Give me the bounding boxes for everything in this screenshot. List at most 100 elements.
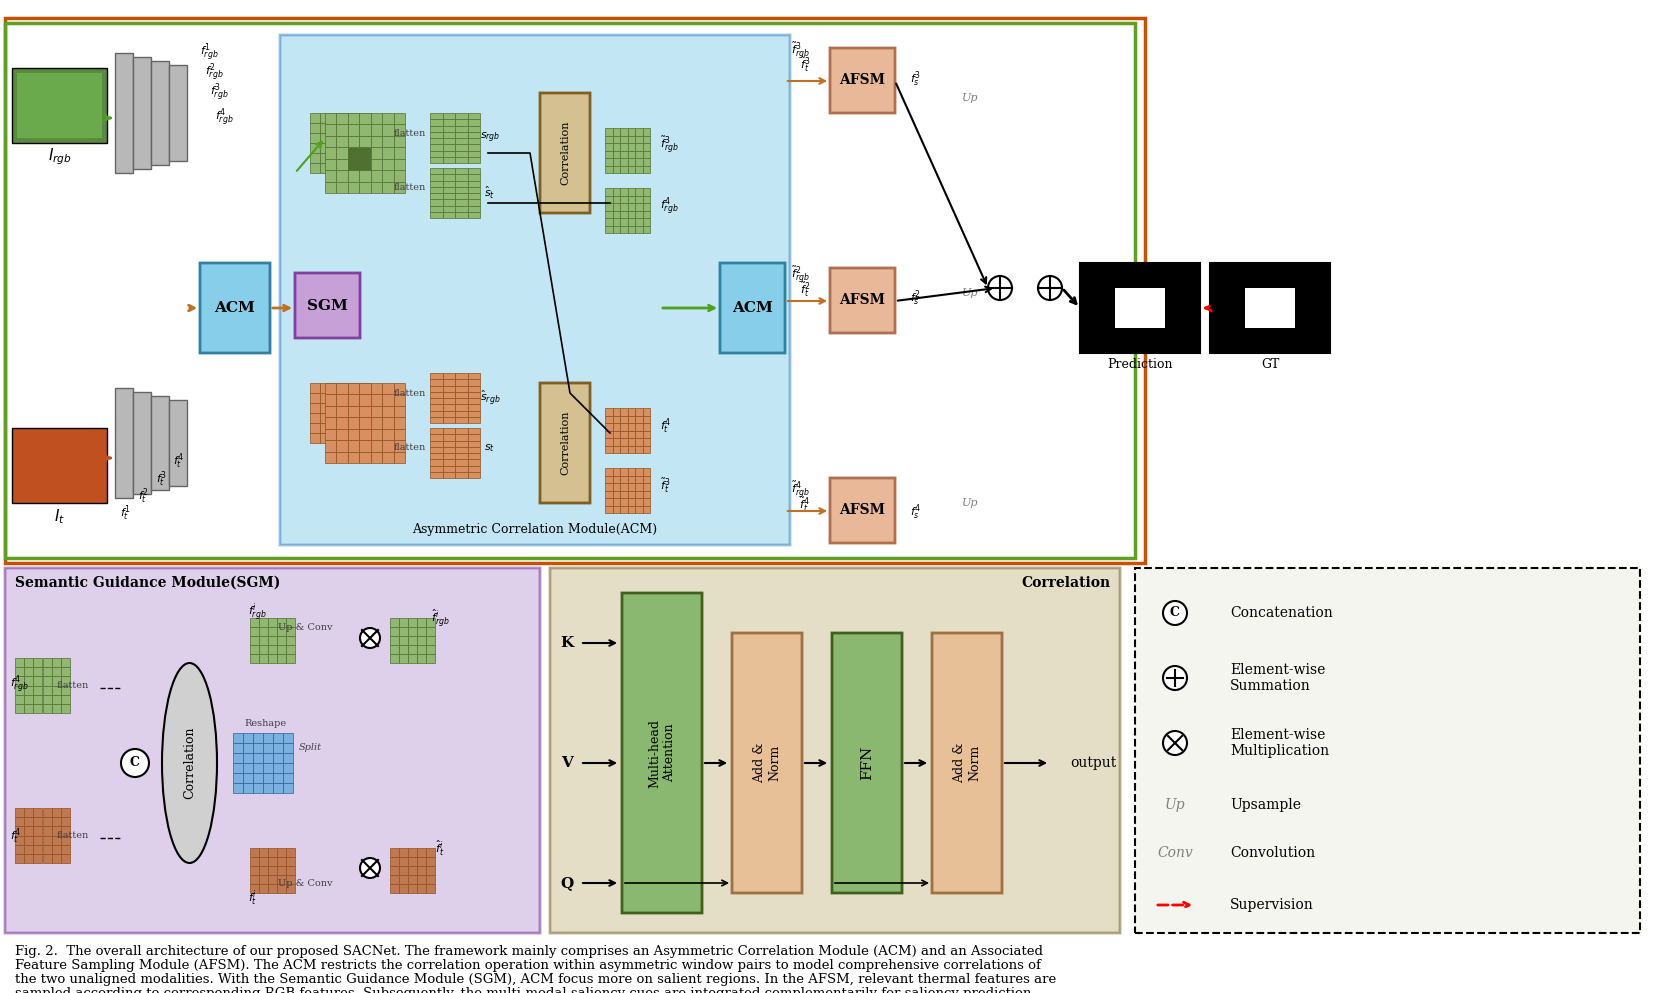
Bar — [263, 753, 273, 763]
Bar — [359, 136, 371, 147]
Bar — [455, 447, 467, 453]
Bar — [636, 196, 642, 203]
Bar — [359, 440, 371, 452]
Bar — [606, 483, 612, 491]
Bar — [283, 733, 293, 743]
Bar — [339, 143, 349, 153]
Bar — [268, 618, 276, 627]
Bar — [233, 763, 243, 773]
Bar — [43, 835, 51, 845]
Bar — [253, 743, 263, 753]
Bar — [324, 383, 336, 394]
Bar — [15, 835, 25, 845]
Bar — [621, 143, 627, 151]
Bar — [382, 440, 394, 452]
Bar — [361, 393, 371, 403]
Bar — [621, 423, 627, 431]
Bar — [382, 136, 394, 147]
Bar — [642, 431, 650, 438]
Bar — [1210, 263, 1331, 353]
Bar — [430, 206, 442, 212]
Bar — [627, 415, 636, 423]
Bar — [348, 124, 359, 136]
Bar — [394, 136, 405, 147]
FancyBboxPatch shape — [732, 633, 803, 893]
Bar — [642, 151, 650, 158]
Bar — [382, 182, 394, 193]
Bar — [606, 446, 612, 453]
Bar — [25, 704, 33, 713]
Bar — [621, 225, 627, 233]
Bar — [51, 845, 61, 854]
Bar — [642, 408, 650, 415]
Bar — [359, 383, 371, 394]
Bar — [467, 144, 480, 151]
Bar — [642, 438, 650, 446]
Bar — [250, 884, 258, 893]
Bar — [642, 203, 650, 211]
Bar — [430, 181, 442, 187]
Bar — [627, 196, 636, 203]
Text: Summation: Summation — [1230, 679, 1311, 693]
Bar — [621, 415, 627, 423]
Bar — [319, 123, 329, 133]
Bar — [25, 835, 33, 845]
Bar — [319, 153, 329, 163]
Text: flatten: flatten — [56, 831, 89, 840]
Bar — [361, 383, 371, 393]
FancyBboxPatch shape — [540, 383, 589, 503]
Text: $I_t$: $I_t$ — [55, 507, 65, 526]
Bar — [309, 413, 319, 423]
Bar — [371, 147, 382, 159]
Bar — [324, 406, 336, 417]
Bar — [636, 468, 642, 476]
Bar — [430, 428, 442, 434]
Bar — [339, 123, 349, 133]
Bar — [276, 636, 286, 645]
Circle shape — [1163, 731, 1187, 755]
Text: Prediction: Prediction — [1107, 358, 1173, 371]
Text: the two unaligned modalities. With the Semantic Guidance Module (SGM), ACM focus: the two unaligned modalities. With the S… — [15, 973, 1056, 986]
Bar — [425, 866, 435, 875]
Text: $f^4_{rgb}$: $f^4_{rgb}$ — [660, 196, 679, 218]
Bar — [371, 452, 382, 463]
Bar — [425, 627, 435, 636]
Bar — [627, 491, 636, 498]
Bar — [636, 166, 642, 173]
Bar — [5, 23, 1135, 558]
Bar — [455, 125, 467, 132]
Bar — [169, 400, 187, 486]
Bar — [349, 153, 361, 163]
Bar — [17, 73, 103, 138]
Bar — [442, 373, 455, 379]
Bar — [348, 452, 359, 463]
Bar — [627, 211, 636, 218]
Text: V: V — [561, 756, 573, 770]
Bar — [442, 200, 455, 206]
Bar — [391, 884, 399, 893]
Bar — [15, 658, 25, 667]
Bar — [243, 773, 253, 783]
Bar — [642, 158, 650, 166]
Bar — [467, 404, 480, 410]
Bar — [442, 193, 455, 200]
Text: $\tilde{f}^3_{rgb}$: $\tilde{f}^3_{rgb}$ — [660, 135, 679, 156]
Text: Up: Up — [962, 93, 978, 103]
Bar — [606, 135, 612, 143]
Bar — [309, 393, 319, 403]
Bar — [61, 695, 70, 704]
Text: $s_t$: $s_t$ — [485, 442, 495, 454]
Bar — [319, 113, 329, 123]
Bar — [612, 128, 621, 135]
Bar — [25, 685, 33, 695]
FancyBboxPatch shape — [832, 633, 902, 893]
Bar — [348, 429, 359, 440]
Bar — [61, 658, 70, 667]
Bar — [467, 434, 480, 441]
Bar — [417, 627, 425, 636]
Bar — [15, 685, 25, 695]
Bar — [15, 817, 25, 826]
Bar — [612, 408, 621, 415]
Bar — [430, 466, 442, 472]
Bar — [394, 383, 405, 394]
